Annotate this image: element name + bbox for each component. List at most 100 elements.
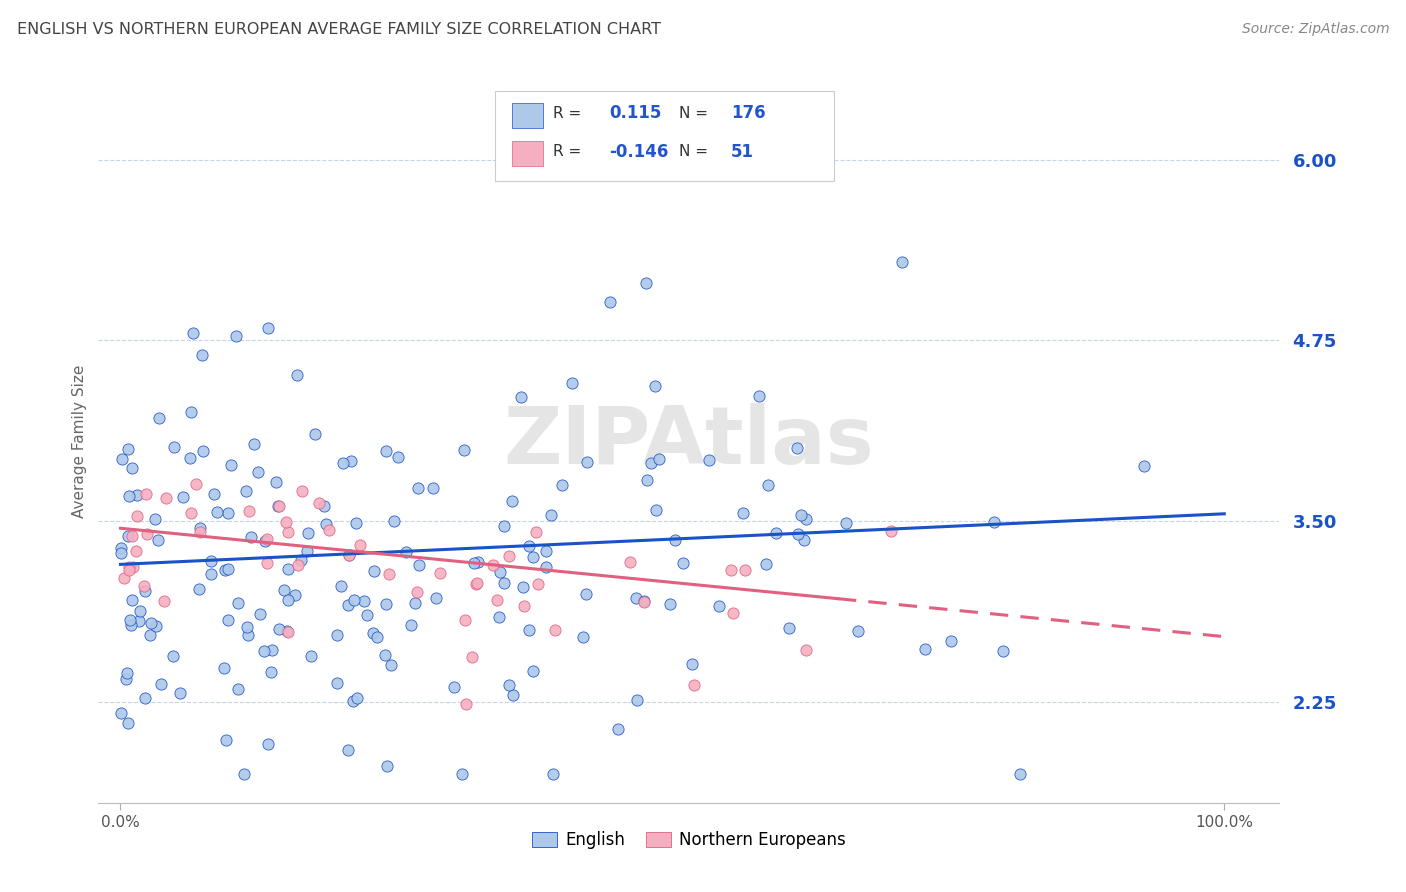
Point	[793, 533, 815, 547]
Point	[395, 545, 418, 559]
Point	[267, 499, 290, 513]
Point	[125, 488, 148, 502]
Point	[238, 504, 260, 518]
Point	[207, 505, 229, 519]
Point	[180, 506, 202, 520]
Point	[150, 677, 173, 691]
Point	[163, 440, 186, 454]
Point	[626, 692, 648, 706]
Point	[215, 732, 238, 747]
Point	[1008, 767, 1031, 781]
Point	[257, 737, 280, 751]
Point	[284, 588, 307, 602]
Point	[541, 767, 564, 781]
Point	[121, 461, 143, 475]
Point	[796, 512, 818, 526]
Point	[575, 587, 598, 601]
Point	[117, 442, 139, 456]
Point	[308, 495, 330, 509]
Point	[242, 437, 264, 451]
Point	[256, 532, 278, 546]
Point	[378, 567, 401, 582]
Point	[534, 543, 557, 558]
Point	[162, 648, 184, 663]
Point	[277, 562, 299, 576]
Point	[1133, 459, 1156, 474]
Point	[659, 597, 682, 611]
Text: ZIPAtlas: ZIPAtlas	[503, 402, 875, 481]
Point	[219, 458, 242, 472]
Point	[778, 621, 800, 635]
Point	[498, 677, 520, 691]
Point	[498, 549, 520, 563]
Point	[118, 560, 141, 574]
Point	[217, 613, 239, 627]
Point	[117, 529, 139, 543]
Point	[180, 405, 202, 419]
Point	[134, 690, 156, 705]
Point	[756, 478, 779, 492]
Point	[572, 630, 595, 644]
Point	[346, 691, 368, 706]
Point	[551, 478, 574, 492]
Point	[408, 558, 430, 572]
Point	[217, 507, 239, 521]
Point	[120, 613, 142, 627]
Point	[290, 553, 312, 567]
Point	[239, 530, 262, 544]
Text: R =: R =	[553, 145, 581, 159]
Point	[226, 681, 249, 696]
Point	[374, 444, 396, 458]
Point	[599, 294, 621, 309]
Point	[169, 686, 191, 700]
Point	[519, 539, 541, 553]
Point	[120, 617, 142, 632]
Point	[136, 527, 159, 541]
Point	[153, 593, 176, 607]
Point	[991, 644, 1014, 658]
Point	[786, 441, 808, 455]
Point	[337, 548, 360, 562]
Point	[273, 582, 295, 597]
Point	[502, 688, 524, 702]
Point	[112, 571, 135, 585]
Point	[217, 562, 239, 576]
Point	[274, 516, 297, 530]
Point	[536, 560, 558, 574]
Point	[184, 477, 207, 491]
Point	[128, 614, 150, 628]
Text: 0.115: 0.115	[609, 104, 661, 122]
Point	[375, 758, 398, 772]
Point	[645, 503, 668, 517]
Point	[682, 678, 704, 692]
Point	[405, 584, 427, 599]
Point	[111, 451, 134, 466]
Point	[256, 556, 278, 570]
Point	[561, 376, 583, 391]
Point	[486, 593, 509, 607]
Point	[232, 767, 254, 781]
Point	[983, 515, 1005, 529]
Point	[344, 516, 367, 531]
Point	[454, 698, 477, 712]
Text: N =: N =	[679, 106, 709, 120]
Point	[235, 483, 257, 498]
Point	[633, 595, 655, 609]
Point	[326, 675, 349, 690]
Point	[453, 443, 475, 458]
Point	[135, 487, 157, 501]
Point	[374, 598, 396, 612]
Point	[110, 546, 132, 560]
Point	[312, 499, 335, 513]
Point	[291, 483, 314, 498]
Point	[464, 576, 486, 591]
Point	[110, 541, 132, 555]
Point	[277, 624, 299, 639]
Point	[790, 508, 813, 523]
Point	[361, 626, 384, 640]
Point	[765, 526, 787, 541]
Point	[501, 494, 523, 508]
Point	[330, 579, 353, 593]
Point	[644, 379, 666, 393]
Point	[544, 623, 567, 637]
